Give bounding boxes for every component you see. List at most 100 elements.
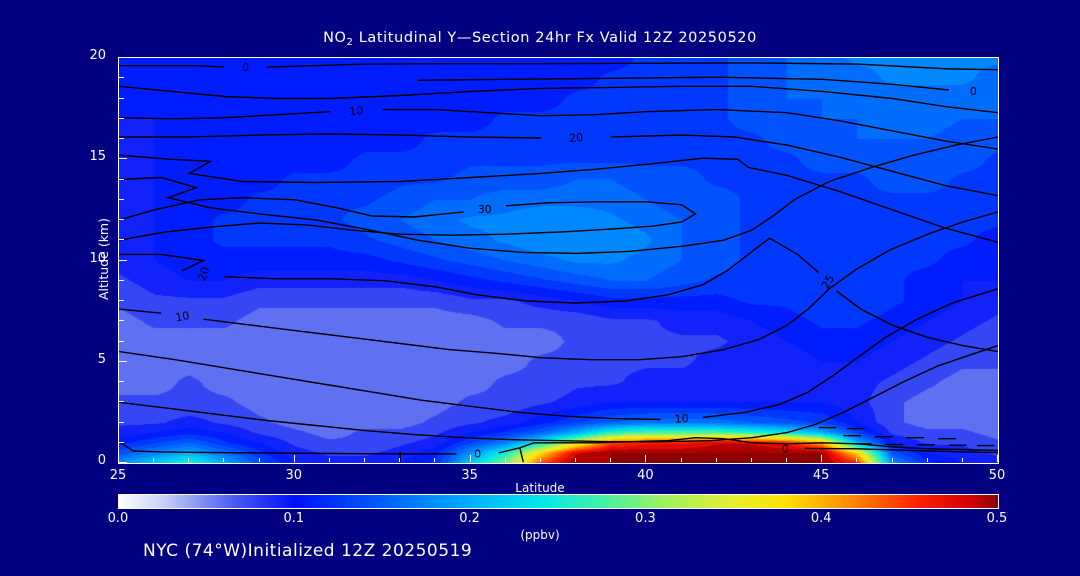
initialization-caption: NYC (74°W)Initialized 12Z 20250519 <box>143 541 473 561</box>
y-tick-label: 20 <box>89 48 106 63</box>
x-tick-mark <box>153 458 155 462</box>
x-tick-mark <box>118 455 119 462</box>
contour-label: 10 <box>674 412 689 426</box>
cross-section-plot: 0 0 10 20 30 20 25 10 10 0 0 <box>118 57 999 464</box>
colorbar-unit-label: (ppbv) <box>520 528 560 542</box>
contour-line: 0 <box>782 442 998 455</box>
contour-line <box>519 447 524 463</box>
colorbar <box>118 494 999 509</box>
x-tick-label: 25 <box>109 468 127 483</box>
y-tick-mark <box>119 462 127 463</box>
colorbar-tick-label: 0.2 <box>459 511 480 526</box>
contour-line <box>119 136 998 255</box>
x-tick-mark <box>434 458 436 462</box>
x-tick-mark <box>469 455 471 462</box>
x-tick-mark <box>680 458 682 462</box>
x-tick-mark <box>328 458 330 462</box>
contour-line: 10 <box>119 211 998 361</box>
contour-line: 10 <box>119 288 998 426</box>
x-tick-mark <box>504 458 506 462</box>
y-tick-label: 10 <box>89 250 106 266</box>
x-tick-mark <box>364 458 366 462</box>
x-tick-mark <box>750 458 752 462</box>
x-tick-mark <box>821 455 823 462</box>
contour-line: 25 <box>769 237 998 353</box>
x-tick-mark <box>926 458 928 462</box>
y-tick-mark <box>119 138 124 139</box>
contour-line <box>119 154 998 243</box>
y-tick-mark <box>119 97 124 99</box>
y-tick-label: 0 <box>97 453 106 468</box>
x-tick-label: 40 <box>637 468 654 483</box>
x-tick-mark <box>575 458 577 462</box>
x-tick-mark <box>961 458 963 462</box>
x-tick-mark <box>610 458 612 462</box>
contour-label: 0 <box>782 442 789 455</box>
x-tick-label: 35 <box>461 468 478 483</box>
x-axis-label: Latitude <box>515 481 565 495</box>
y-tick-mark <box>119 279 124 281</box>
contour-label: 25 <box>819 273 837 292</box>
contour-label: 0 <box>242 61 249 74</box>
contour-line: 30 <box>119 196 697 241</box>
contour-label: 10 <box>174 309 190 324</box>
y-tick-mark <box>119 57 127 58</box>
y-tick-mark <box>119 219 124 220</box>
x-tick-mark <box>786 458 788 462</box>
x-tick-mark <box>891 458 893 462</box>
y-tick-mark <box>119 178 124 180</box>
contour-label: 20 <box>569 131 584 145</box>
x-tick-mark <box>645 455 647 462</box>
contour-label: 0 <box>474 447 481 460</box>
contour-overlay: 0 0 10 20 30 20 25 10 10 0 0 <box>119 61 998 463</box>
x-tick-mark <box>539 458 541 462</box>
page-title: NO2 Latitudinal Y—Section 24hr Fx Valid … <box>0 30 1080 48</box>
y-tick-mark <box>119 381 124 382</box>
y-tick-mark <box>119 340 124 342</box>
contour-line <box>119 344 998 443</box>
x-tick-label: 50 <box>988 468 1006 483</box>
y-tick-label: 5 <box>97 351 106 367</box>
title-species: NO <box>323 30 347 46</box>
y-tick-mark <box>119 77 124 79</box>
contour-line: 0 <box>119 436 998 460</box>
y-tick-mark <box>119 259 127 261</box>
colorbar-tick-label: 0.3 <box>635 511 656 526</box>
x-tick-mark <box>997 455 998 462</box>
colorbar-tick-label: 0.4 <box>810 511 832 526</box>
y-tick-mark <box>119 360 127 362</box>
title-subscript: 2 <box>346 37 354 48</box>
y-tick-label: 15 <box>89 149 106 165</box>
contour-label: 30 <box>478 203 492 216</box>
title-rest: Latitudinal Y—Section 24hr Fx Valid 12Z … <box>353 30 757 46</box>
contour-label: 10 <box>349 104 364 118</box>
x-tick-mark <box>293 455 295 462</box>
y-tick-mark <box>119 198 124 200</box>
contour-label: 0 <box>970 85 977 98</box>
y-tick-mark <box>119 158 127 160</box>
contour-line: 20 <box>119 237 770 304</box>
colorbar-tick-label: 0.1 <box>283 511 305 526</box>
x-tick-mark <box>856 458 858 462</box>
y-tick-mark <box>119 401 124 403</box>
x-tick-label: 45 <box>812 468 830 483</box>
y-tick-mark <box>119 300 124 301</box>
y-tick-mark <box>119 320 124 322</box>
x-tick-mark <box>223 458 225 462</box>
contour-label: 20 <box>195 265 212 283</box>
y-tick-mark <box>119 239 124 241</box>
y-tick-mark <box>119 441 124 443</box>
contour-line <box>119 85 998 114</box>
colorbar-gradient <box>119 495 998 508</box>
y-tick-mark <box>119 421 124 423</box>
colorbar-tick-label: 0.0 <box>107 511 129 526</box>
y-tick-mark <box>119 117 124 119</box>
x-tick-mark <box>188 458 190 462</box>
colorbar-tick-label: 0.5 <box>986 511 1008 526</box>
contour-line: 0 <box>119 61 998 74</box>
contour-line: 10 <box>119 104 998 150</box>
x-tick-label: 30 <box>285 468 303 483</box>
contour-line: 20 <box>119 131 998 197</box>
contour-line: 0 <box>417 76 977 98</box>
x-tick-mark <box>399 458 401 462</box>
